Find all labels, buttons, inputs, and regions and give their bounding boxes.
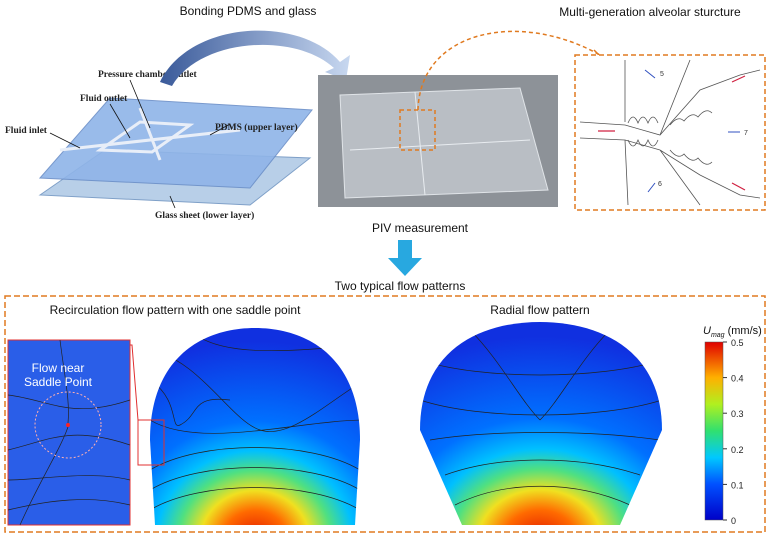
pointer — [209, 123, 231, 136]
alveolar-panel: 5 7 6 — [574, 54, 766, 211]
zoom-connector — [417, 30, 601, 111]
streamline — [150, 419, 360, 434]
pointer — [129, 79, 151, 129]
chamber-channel — [95, 120, 195, 154]
inset-marker — [137, 419, 165, 466]
streamline — [7, 339, 131, 526]
colorbar-tick-label: 0.1 — [731, 480, 744, 490]
streamline — [454, 485, 631, 506]
alveolus-label: 7 — [744, 130, 748, 137]
streamline — [150, 487, 360, 511]
inset-background — [7, 339, 131, 526]
step-label: Bonding PDMS and glass — [180, 4, 317, 18]
device-label: Pressure chamber outlet — [98, 70, 198, 80]
pointer — [49, 132, 81, 149]
flow-arrow — [731, 182, 746, 191]
colorbar-tick-label: 0 — [731, 516, 736, 526]
streamline — [150, 447, 360, 471]
step-label: PIV measurement — [372, 221, 469, 235]
streamline — [420, 399, 662, 416]
pdms-layer — [38, 97, 313, 189]
colorbar-tick-label: 0.2 — [731, 445, 744, 455]
pointer — [169, 195, 176, 209]
inset-label: Saddle Point — [24, 375, 93, 389]
vector-arrow — [644, 69, 656, 79]
colorbar-subscript: mag — [711, 332, 725, 339]
streamline — [420, 359, 662, 376]
chip-body — [339, 87, 549, 199]
colorbar: Umag (mm/s) 0.5 0.4 0.3 0.2 0.1 0 — [703, 325, 762, 526]
vector-arrow — [647, 182, 656, 193]
alveolus-label: 5 — [660, 71, 664, 78]
chip-channel — [414, 91, 426, 196]
recirculation-field — [150, 328, 360, 525]
velocity-map — [150, 328, 360, 525]
inset-label: Flow near — [32, 361, 85, 375]
flow-frame — [4, 295, 766, 533]
colorbar-label: Umag (mm/s) — [703, 325, 762, 339]
device-label: Glass sheet (lower layer) — [155, 210, 254, 221]
chip-photo — [318, 75, 558, 207]
streamline — [150, 467, 360, 491]
pattern-title: Radial flow pattern — [490, 303, 589, 317]
section-title: Two typical flow patterns — [335, 279, 466, 293]
cross-channel — [138, 107, 162, 161]
saddle-point — [66, 423, 70, 427]
chip-channel — [349, 139, 531, 151]
inset-connector — [130, 344, 139, 421]
step-label: Multi-generation alveolar sturcture — [559, 5, 741, 19]
device-label: PDMS (upper layer) — [215, 122, 298, 133]
colorbar-gradient — [704, 341, 724, 521]
device-label: Fluid inlet — [5, 126, 48, 136]
device-illustration: Pressure chamber outlet Fluid outlet Flu… — [5, 70, 313, 221]
saddle-circle — [34, 391, 102, 459]
colorbar-tick-label: 0.4 — [731, 374, 744, 384]
streamline — [150, 379, 231, 426]
alveoli — [627, 110, 713, 165]
main-channel — [59, 128, 241, 152]
pointer — [109, 103, 131, 139]
streamline — [429, 432, 661, 441]
channel-walls — [579, 59, 761, 206]
radial-field — [420, 322, 662, 525]
colorbar-unit: (mm/s) — [728, 325, 762, 337]
bonding-arrow — [160, 30, 350, 86]
down-arrow — [388, 240, 422, 276]
streamline — [469, 329, 611, 421]
saddle-inset: Flow near Saddle Point — [7, 339, 131, 526]
device-label: Fluid outlet — [80, 94, 128, 104]
colorbar-symbol: U — [703, 325, 711, 337]
colorbar-tick-label: 0.3 — [731, 409, 744, 419]
pattern-title: Recirculation flow pattern with one sadd… — [50, 303, 301, 317]
velocity-map — [420, 322, 662, 525]
streamline — [444, 459, 641, 476]
flow-arrow — [731, 75, 746, 83]
alveolus-label: 6 — [658, 181, 662, 188]
zoom-box — [399, 109, 436, 151]
colorbar-tick-label: 0.5 — [731, 338, 744, 348]
